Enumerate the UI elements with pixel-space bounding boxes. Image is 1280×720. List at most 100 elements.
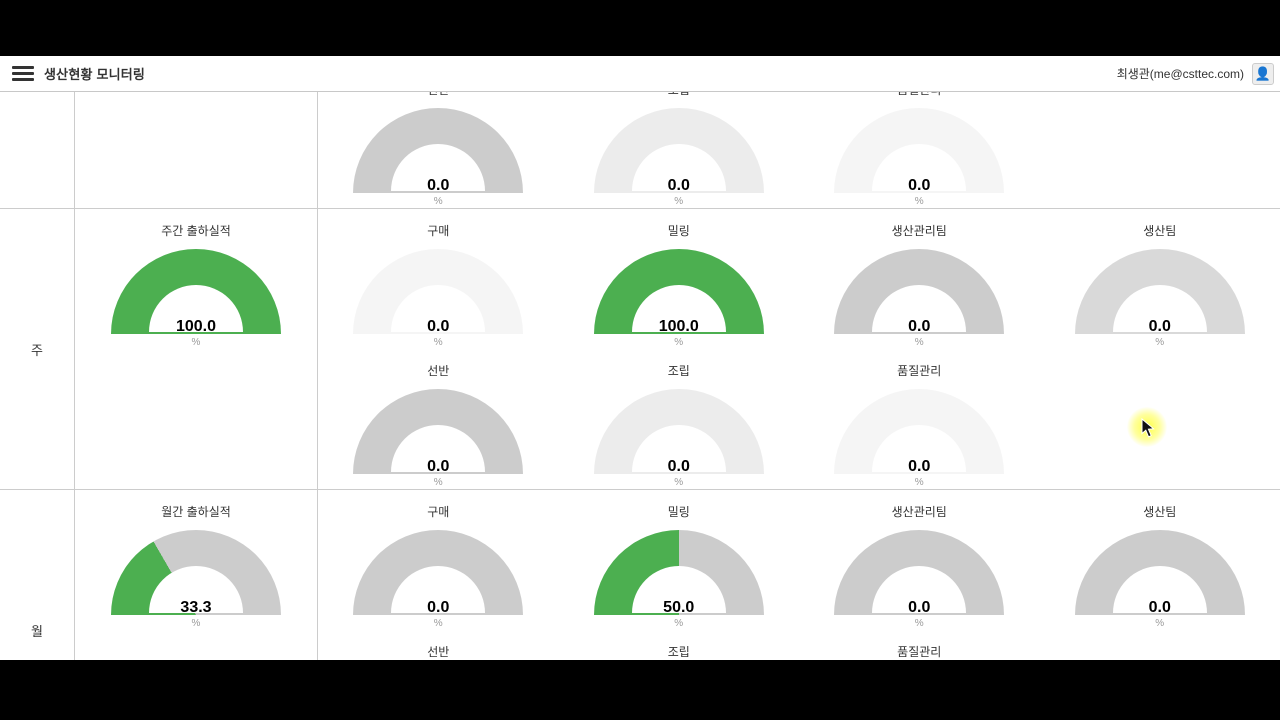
gauge-chart: 0.0 xyxy=(834,108,1005,194)
gauge-chart: 0.0 xyxy=(1074,530,1245,616)
gauge-title: 구매 xyxy=(427,505,450,519)
gauge-cell: 선반 xyxy=(318,630,559,660)
gauge-value: 0.0 xyxy=(427,458,450,476)
gauge-value: 0.0 xyxy=(908,599,931,617)
gauge-cell: 생산팀 0.0% xyxy=(1040,209,1280,349)
gauge-title: 월간 출하실적 xyxy=(161,505,231,519)
gauge-cell: 조립 0.0% xyxy=(559,92,800,208)
gauge-unit-label: % xyxy=(433,196,443,208)
gauge-chart: 0.0 xyxy=(593,389,764,475)
gauge-title: 생산관리팀 xyxy=(891,224,947,238)
gauge-cell: 생산관리팀 0.0% xyxy=(799,490,1040,630)
gauge-value: 0.0 xyxy=(908,177,931,195)
gauge-unit-label: % xyxy=(1155,618,1165,630)
row-label: 주 xyxy=(0,209,75,489)
gauge-value: 0.0 xyxy=(427,177,450,195)
gauge-subrow: 선반 0.0% 조립 0.0% 품질관리 0.0% xyxy=(318,92,1280,208)
gauge-title: 밀링 xyxy=(667,505,690,519)
gauge-chart: 0.0 xyxy=(593,108,764,194)
gauge-title: 품질관리 xyxy=(897,645,942,659)
gauge-cell: 선반 0.0% xyxy=(318,349,559,489)
gauge-chart: 0.0 xyxy=(353,389,524,475)
row-label xyxy=(0,92,75,208)
gauge-unit-label: % xyxy=(433,477,443,489)
gauge-chart: 0.0 xyxy=(353,108,524,194)
gauge-title: 조립 xyxy=(667,645,690,659)
user-account-area[interactable]: 최생관(me@csttec.com) 👤 xyxy=(1116,62,1274,85)
gauge-chart: 0.0 xyxy=(353,530,524,616)
gauge-value: 0.0 xyxy=(667,177,690,195)
gauge-grid-area: 구매 0.0% 밀링 50.0% 생산관리팀 0.0% 생산팀 0.0% 선반 조립 품질관리 xyxy=(318,490,1280,660)
gauge-unit-label: % xyxy=(674,618,684,630)
gauge-unit-label: % xyxy=(914,618,924,630)
gauge-unit-label: % xyxy=(1155,337,1165,349)
gauge-subrow: 구매 0.0% 밀링 100.0% 생산관리팀 0.0% 생산팀 0.0% xyxy=(318,209,1280,349)
gauge-chart: 0.0 xyxy=(1074,249,1245,335)
gauge-cell: 품질관리 0.0% xyxy=(799,349,1040,489)
gauge-unit-label: % xyxy=(914,337,924,349)
row-label: 월 xyxy=(0,490,75,660)
gauge-cell: 구매 0.0% xyxy=(318,490,559,630)
gauge-cell: 품질관리 0.0% xyxy=(799,92,1040,208)
gauge-unit-label: % xyxy=(914,196,924,208)
gauge-value: 0.0 xyxy=(427,599,450,617)
gauge-chart: 0.0 xyxy=(834,249,1005,335)
gauge-cell xyxy=(1040,630,1280,660)
user-email-label: 최생관(me@csttec.com) xyxy=(1116,67,1244,81)
gauge-cell: 조립 0.0% xyxy=(559,349,800,489)
summary-gauge-cell: 월간 출하실적 33.3% xyxy=(75,490,317,630)
gauge-subrow: 선반 조립 품질관리 xyxy=(318,630,1280,660)
gauge-title: 조립 xyxy=(668,92,690,98)
gauge-title: 생산팀 xyxy=(1143,505,1177,519)
gauge-chart: 0.0 xyxy=(353,249,524,335)
gauge-subrow: 구매 0.0% 밀링 50.0% 생산관리팀 0.0% 생산팀 0.0% xyxy=(318,490,1280,630)
gauge-unit-label: % xyxy=(914,477,924,489)
gauge-value: 100.0 xyxy=(175,318,217,336)
gauge-title: 생산관리팀 xyxy=(891,505,947,519)
dashboard-row: 월 월간 출하실적 33.3% 구매 0.0% 밀링 50.0% 생산관리팀 0.0% 생산팀 0.… xyxy=(0,489,1280,660)
gauge-chart: 0.0 xyxy=(834,530,1005,616)
gauge-unit-label: % xyxy=(433,618,443,630)
page-title: 생산현황 모니터링 xyxy=(44,67,146,82)
gauge-grid-area: 선반 0.0% 조립 0.0% 품질관리 0.0% xyxy=(318,92,1280,208)
gauge-unit-label: % xyxy=(433,337,443,349)
gauge-chart: 50.0 xyxy=(593,530,764,616)
gauge-unit-label: % xyxy=(674,477,684,489)
gauge-unit-label: % xyxy=(674,196,684,208)
summary-column: 주간 출하실적 100.0% xyxy=(75,209,318,489)
gauge-grid-area: 구매 0.0% 밀링 100.0% 생산관리팀 0.0% 생산팀 0.0% 선반 0.0% 조립 0.… xyxy=(318,209,1280,489)
gauge-chart: 0.0 xyxy=(834,389,1005,475)
gauge-value: 0.0 xyxy=(1148,599,1171,617)
gauge-title: 품질관리 xyxy=(897,92,941,98)
gauge-cell xyxy=(1040,92,1280,208)
gauge-value: 0.0 xyxy=(667,458,690,476)
gauge-chart: 33.3 xyxy=(111,530,281,616)
gauge-value: 33.3 xyxy=(180,599,212,617)
gauge-value: 0.0 xyxy=(1148,318,1171,336)
gauge-subrow: 선반 0.0% 조립 0.0% 품질관리 0.0% xyxy=(318,349,1280,489)
app-header: 생산현황 모니터링 최생관(me@csttec.com) 👤 xyxy=(0,56,1280,92)
dashboard-row: 선반 0.0% 조립 0.0% 품질관리 0.0% xyxy=(0,92,1280,208)
gauge-cell: 품질관리 xyxy=(799,630,1040,660)
summary-column: 월간 출하실적 33.3% xyxy=(75,490,318,660)
dashboard-row: 주 주간 출하실적 100.0% 구매 0.0% 밀링 100.0% 생산관리팀 0.0% 생산팀… xyxy=(0,208,1280,489)
gauge-value: 50.0 xyxy=(663,599,695,617)
gauge-title: 주간 출하실적 xyxy=(161,224,231,238)
gauge-cell: 생산관리팀 0.0% xyxy=(799,209,1040,349)
gauge-cell: 밀링 50.0% xyxy=(559,490,800,630)
user-avatar-icon[interactable]: 👤 xyxy=(1252,62,1274,85)
gauge-cell: 생산팀 0.0% xyxy=(1040,490,1280,630)
gauge-value: 100.0 xyxy=(658,318,699,336)
gauge-title: 품질관리 xyxy=(897,364,942,378)
gauge-cell: 밀링 100.0% xyxy=(559,209,800,349)
gauge-chart: 100.0 xyxy=(593,249,764,335)
gauge-title: 구매 xyxy=(427,224,450,238)
summary-column xyxy=(75,92,318,208)
hamburger-menu-icon[interactable] xyxy=(12,66,34,81)
gauge-cell: 선반 0.0% xyxy=(318,92,559,208)
gauge-title: 선반 xyxy=(427,92,449,98)
gauge-value: 0.0 xyxy=(427,318,450,336)
gauge-title: 조립 xyxy=(667,364,690,378)
